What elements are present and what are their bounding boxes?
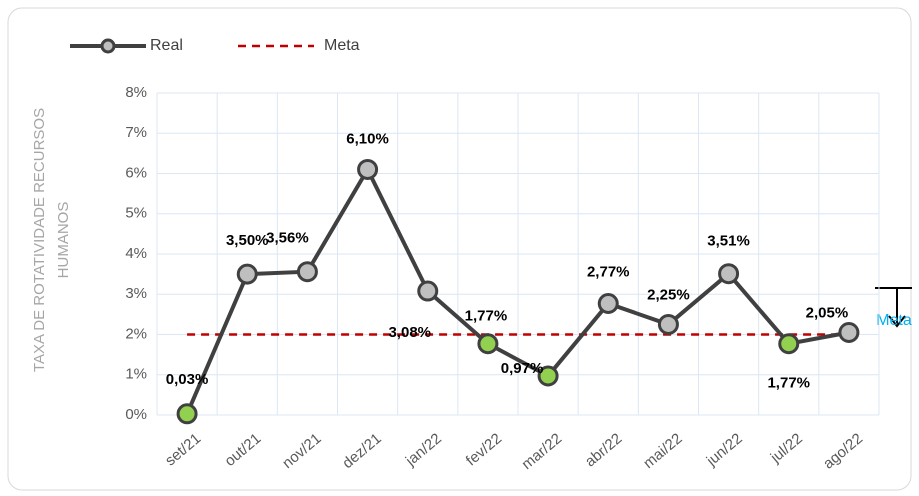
data-label: 2,25%	[647, 286, 690, 303]
annotation-arrowhead	[888, 315, 906, 328]
data-label: 1,77%	[767, 375, 810, 392]
point	[657, 313, 679, 335]
y-tick-label: 3%	[125, 285, 147, 302]
data-label: 2,77%	[587, 263, 630, 280]
point	[838, 321, 860, 343]
point	[537, 365, 559, 387]
point	[718, 263, 740, 285]
annotation: Meta	[876, 312, 912, 329]
data-label: 3,56%	[266, 230, 309, 247]
y-tick-label: 2%	[125, 325, 147, 342]
y-tick-label: 4%	[125, 245, 147, 262]
y-tick-label: 0%	[125, 406, 147, 423]
data-label: 3,08%	[388, 324, 431, 341]
data-label: 6,10%	[346, 130, 389, 147]
point	[477, 333, 499, 355]
data-label: 2,05%	[806, 304, 849, 321]
point	[236, 263, 258, 285]
data-label: 3,51%	[707, 233, 750, 250]
point	[597, 293, 619, 315]
y-tick-label: 8%	[125, 84, 147, 101]
y-tick-label: 1%	[125, 366, 147, 383]
legend-label: Real	[150, 37, 183, 54]
data-label: 1,77%	[465, 308, 508, 325]
y-tick-label: 7%	[125, 124, 147, 141]
point	[296, 261, 318, 283]
y-axis-title: TAXA DE ROTATIVIDADE RECURSOS	[31, 108, 48, 372]
data-label: 0,03%	[166, 371, 209, 388]
legend-marker	[100, 38, 116, 54]
legend-label: Meta	[324, 37, 360, 54]
point	[357, 158, 379, 180]
point	[778, 333, 800, 355]
y-tick-label: 6%	[125, 164, 147, 181]
chart-border	[7, 7, 912, 491]
point	[417, 280, 439, 302]
data-label: 3,50%	[226, 232, 269, 249]
y-axis-title: HUMANOS	[55, 202, 72, 279]
point	[176, 403, 198, 425]
data-label: 0,97%	[501, 360, 544, 377]
y-tick-label: 5%	[125, 205, 147, 222]
